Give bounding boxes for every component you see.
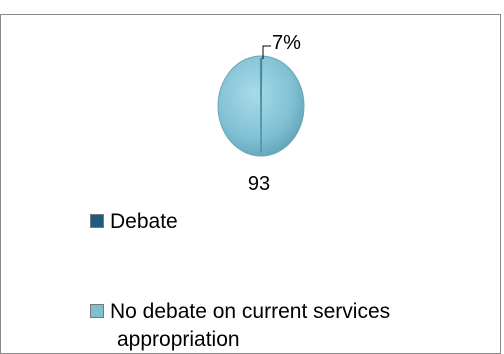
pie-chart: 7% 93 [217, 32, 305, 195]
legend-label-debate: Debate [110, 210, 178, 233]
legend-label-no-debate-continued: appropriation [117, 328, 240, 351]
leader-line-debate [262, 45, 271, 59]
legend-label-no-debate: No debate on current services [110, 300, 391, 323]
data-label-debate: 7% [272, 32, 301, 54]
data-label-no-debate: 93 [248, 173, 270, 195]
legend-swatch-no-debate [90, 304, 104, 318]
legend-swatch-debate [90, 214, 104, 228]
pie-slice-debate [259, 58, 263, 152]
